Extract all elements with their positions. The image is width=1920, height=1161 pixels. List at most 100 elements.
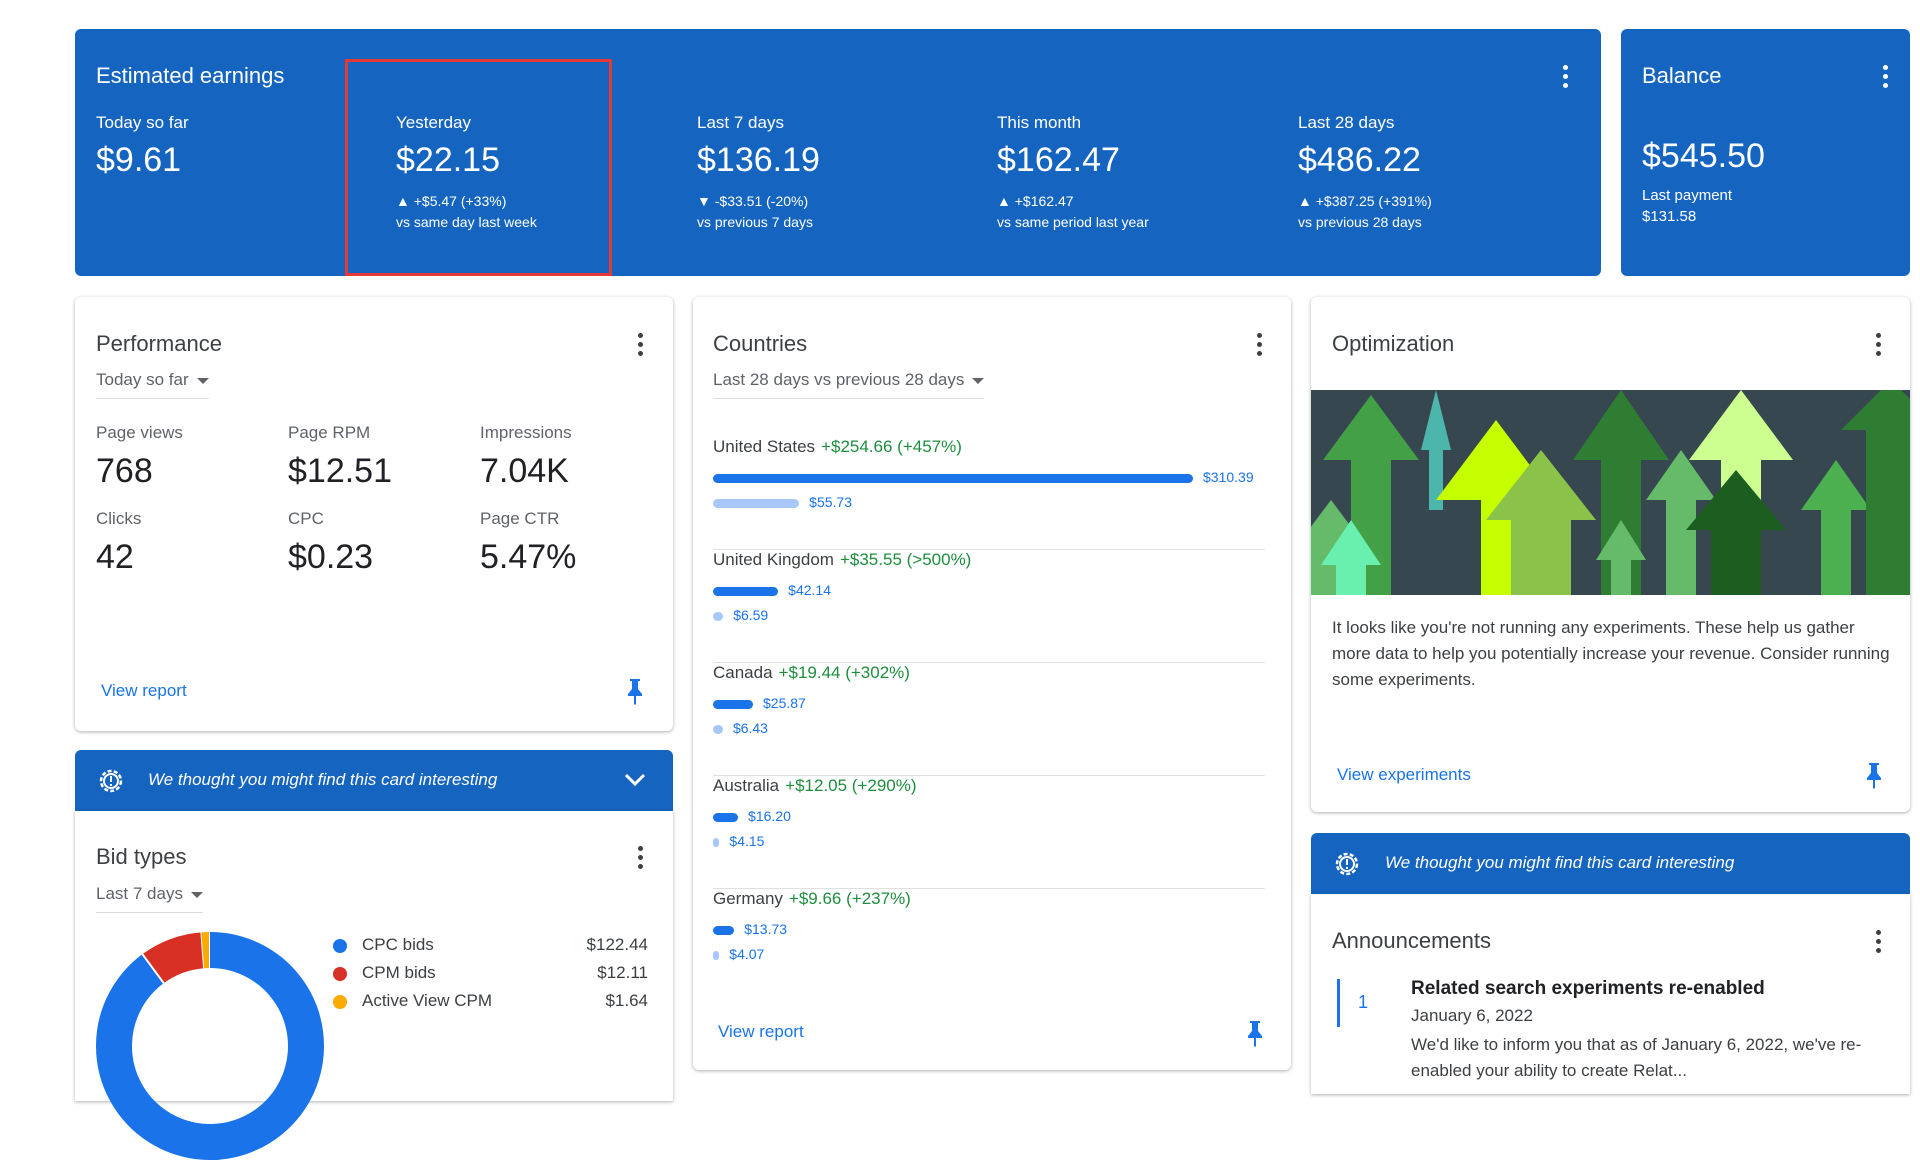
previous-value: $6.43	[733, 720, 768, 736]
optimization-title: Optimization	[1332, 331, 1454, 357]
metric-label: Clicks	[96, 509, 141, 529]
earnings-label: This month	[997, 113, 1081, 133]
country-name: United Kingdom+$35.55 (>500%)	[713, 550, 971, 570]
announcement-text: We'd like to inform you that as of Janua…	[1411, 1032, 1891, 1084]
earnings-today[interactable]: Today so far $9.61	[96, 113, 356, 253]
growth-arrows-illustration	[1311, 390, 1910, 595]
country-row[interactable]: Canada+$19.44 (+302%) $25.87 $6.43	[713, 663, 1265, 776]
earnings-last-7-days[interactable]: Last 7 days $136.19 ▼ -$33.51 (-20%) vs …	[697, 113, 957, 253]
earnings-this-month[interactable]: This month $162.47 ▲ +$162.47 vs same pe…	[997, 113, 1257, 253]
pin-icon[interactable]	[1245, 1019, 1265, 1047]
country-label: United States	[713, 437, 815, 456]
bid-types-range-dropdown[interactable]: Last 7 days	[96, 884, 203, 913]
performance-view-report-link[interactable]: View report	[101, 681, 187, 701]
legend-label: CPC bids	[362, 935, 434, 955]
pin-icon[interactable]	[1864, 761, 1884, 789]
previous-bar	[713, 725, 723, 734]
earnings-value: $486.22	[1298, 141, 1421, 180]
balance-title: Balance	[1642, 63, 1722, 89]
estimated-earnings-card: Estimated earnings Today so far $9.61 Ye…	[75, 29, 1601, 276]
earnings-compare: vs same day last week	[396, 212, 537, 233]
interesting-card-banner[interactable]: We thought you might find this card inte…	[75, 750, 673, 811]
performance-card: Performance Today so far Page views 768 …	[75, 297, 673, 731]
balance-card[interactable]: Balance $545.50 Last payment $131.58	[1621, 29, 1910, 276]
legend-value: $1.64	[515, 991, 648, 1011]
legend-value: $12.11	[515, 963, 648, 983]
metric-label: Page CTR	[480, 509, 559, 529]
country-label: Canada	[713, 663, 773, 682]
earnings-yesterday[interactable]: Yesterday $22.15 ▲ +$5.47 (+33%) vs same…	[396, 113, 656, 253]
dropdown-label: Last 28 days vs previous 28 days	[713, 370, 964, 389]
announcements-card: Announcements 1 Related search experimen…	[1311, 894, 1910, 1094]
metric-label: CPC	[288, 509, 324, 529]
earnings-last-28-days[interactable]: Last 28 days $486.22 ▲ +$387.25 (+391%) …	[1298, 113, 1558, 253]
previous-bar	[713, 612, 723, 621]
current-bar	[713, 700, 753, 709]
metric-value: 7.04K	[480, 452, 569, 491]
earnings-label: Last 28 days	[1298, 113, 1394, 133]
estimated-earnings-title: Estimated earnings	[96, 63, 284, 89]
performance-range-dropdown[interactable]: Today so far	[96, 370, 209, 399]
country-label: Germany	[713, 889, 783, 908]
countries-range-dropdown[interactable]: Last 28 days vs previous 28 days	[713, 370, 984, 399]
legend-value: $122.44	[515, 935, 648, 955]
earnings-more-menu-icon[interactable]	[1553, 62, 1577, 90]
balance-more-menu-icon[interactable]	[1873, 62, 1897, 90]
legend-label: CPM bids	[362, 963, 436, 983]
current-bar	[713, 587, 778, 596]
pin-icon[interactable]	[625, 677, 645, 705]
country-change: +$35.55 (>500%)	[840, 550, 971, 569]
current-bar	[713, 474, 1193, 483]
banner-text: We thought you might find this card inte…	[148, 770, 497, 790]
metric-label: Impressions	[480, 423, 572, 443]
performance-more-menu-icon[interactable]	[628, 330, 652, 358]
country-change: +$254.66 (+457%)	[821, 437, 962, 456]
country-row[interactable]: Australia +$12.05 (+290%) $16.20 $4.15	[713, 776, 1265, 889]
country-change: +$12.05 (+290%)	[785, 776, 916, 795]
earnings-value: $9.61	[96, 141, 181, 180]
optimization-card: Optimization It looks like you're not ru…	[1311, 297, 1910, 812]
country-row[interactable]: United Kingdom+$35.55 (>500%) $42.14 $6.…	[713, 550, 1265, 663]
view-experiments-link[interactable]: View experiments	[1337, 765, 1471, 785]
balance-value: $545.50	[1642, 137, 1765, 176]
previous-value: $4.15	[729, 833, 764, 849]
current-bar	[713, 813, 738, 822]
country-row[interactable]: Germany+$9.66 (+237%) $13.73 $4.07	[713, 889, 1265, 1002]
announcements-title: Announcements	[1332, 928, 1491, 954]
gear-icon	[1333, 850, 1361, 878]
current-value: $42.14	[788, 582, 831, 598]
country-change: +$19.44 (+302%)	[779, 663, 910, 682]
metric-value: 42	[96, 538, 134, 577]
last-payment-value: $131.58	[1642, 208, 1696, 225]
announcement-index: 1	[1358, 992, 1368, 1013]
metric-value: $0.23	[288, 538, 373, 577]
country-row[interactable]: United States+$254.66 (+457%) $310.39 $5…	[713, 437, 1265, 550]
countries-more-menu-icon[interactable]	[1247, 330, 1271, 358]
announcement-headline[interactable]: Related search experiments re-enabled	[1411, 978, 1765, 1000]
earnings-value: $136.19	[697, 141, 820, 180]
earnings-delta: ▲ +$162.47	[997, 191, 1074, 212]
optimization-more-menu-icon[interactable]	[1866, 330, 1890, 358]
countries-view-report-link[interactable]: View report	[718, 1022, 804, 1042]
metric-label: Page RPM	[288, 423, 370, 443]
current-value: $16.20	[748, 808, 791, 824]
interesting-card-banner[interactable]: We thought you might find this card inte…	[1311, 833, 1910, 894]
legend-label: Active View CPM	[362, 991, 492, 1011]
current-value: $310.39	[1203, 469, 1254, 485]
current-bar	[713, 926, 734, 935]
metric-value: 5.47%	[480, 538, 576, 577]
chevron-down-icon[interactable]	[623, 770, 647, 790]
legend-dot	[333, 939, 347, 953]
metric-value: $12.51	[288, 452, 392, 491]
metric-value: 768	[96, 452, 153, 491]
announcements-more-menu-icon[interactable]	[1866, 927, 1890, 955]
country-label: Australia	[713, 776, 779, 795]
banner-text: We thought you might find this card inte…	[1385, 853, 1734, 873]
earnings-delta: ▼ -$33.51 (-20%)	[697, 191, 808, 212]
bid-types-more-menu-icon[interactable]	[628, 843, 652, 871]
previous-value: $4.07	[729, 946, 764, 962]
bid-types-donut-chart	[95, 931, 325, 1161]
previous-value: $6.59	[733, 607, 768, 623]
previous-bar	[713, 499, 799, 508]
caret-down-icon	[972, 378, 984, 384]
